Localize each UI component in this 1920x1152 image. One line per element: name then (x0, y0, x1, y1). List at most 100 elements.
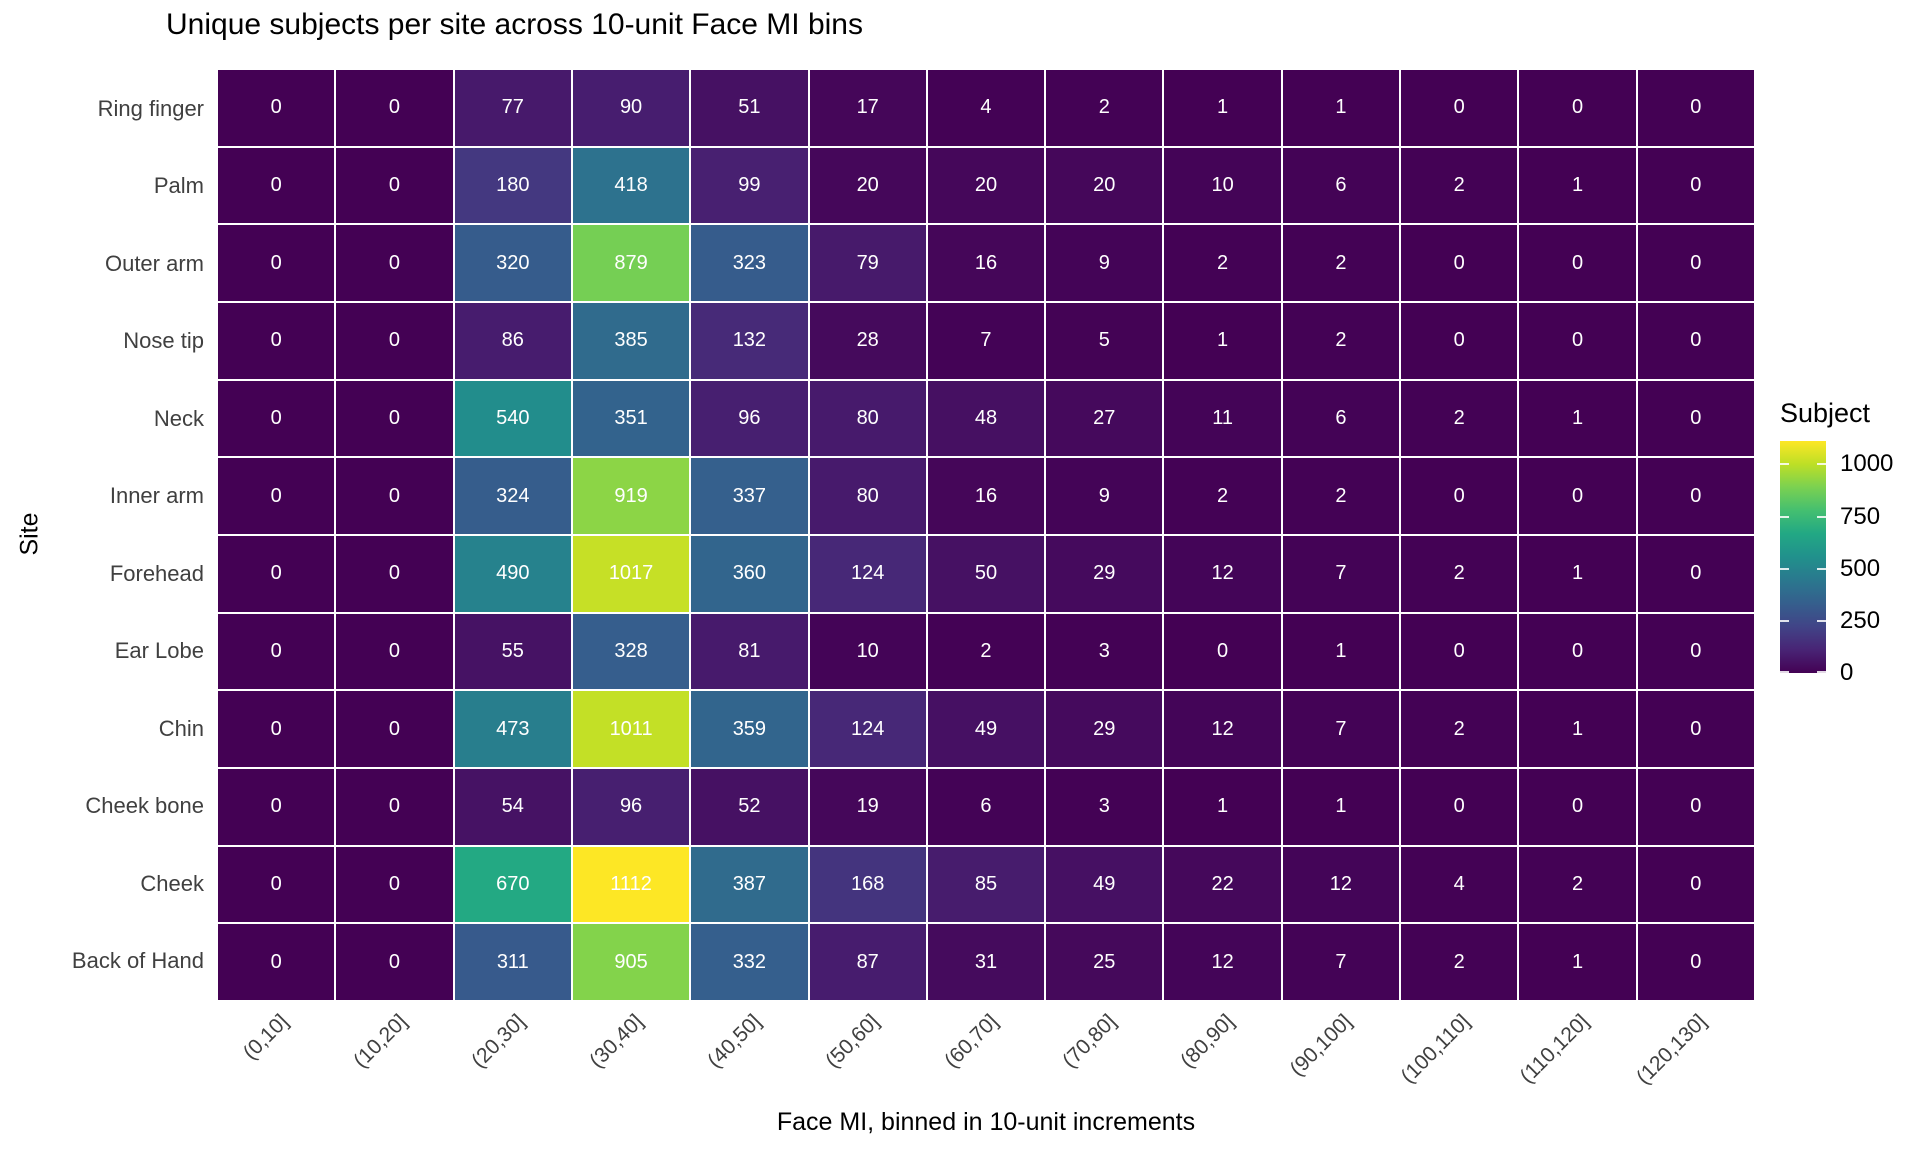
legend-tick (1780, 671, 1789, 673)
heatmap-cell: 124 (809, 535, 926, 612)
heatmap-cell: 28 (809, 302, 926, 379)
y-axis-label: Cheek (140, 870, 204, 896)
heatmap-cell: 385 (572, 302, 690, 379)
heatmap-cell: 0 (218, 380, 335, 457)
heatmap-cell: 54 (454, 768, 571, 845)
heatmap-cell: 0 (1401, 225, 1518, 301)
heatmap-cell: 0 (218, 302, 335, 379)
heatmap-cell: 320 (454, 225, 571, 301)
heatmap-cell: 0 (1401, 458, 1518, 534)
heatmap-cell: 0 (336, 924, 453, 1000)
heatmap-cell: 2 (927, 613, 1045, 690)
heatmap-cell: 1011 (572, 691, 690, 767)
heatmap-cell: 29 (1046, 535, 1163, 612)
heatmap-cell: 17 (809, 70, 926, 146)
heatmap-cell: 323 (691, 225, 808, 301)
heatmap-cell: 2 (1046, 70, 1163, 146)
heatmap-cell: 25 (1046, 924, 1163, 1000)
y-axis-label: Nose tip (123, 328, 204, 354)
heatmap-cell: 387 (691, 846, 808, 923)
heatmap-cell: 7 (1282, 535, 1400, 612)
heatmap-cell: 418 (572, 147, 690, 224)
heatmap-cell: 0 (336, 846, 453, 923)
heatmap-cell: 51 (691, 70, 808, 146)
heatmap-cell: 0 (1637, 70, 1754, 146)
heatmap-cell: 879 (572, 225, 690, 301)
heatmap-cell: 11 (1164, 380, 1281, 457)
heatmap-cell: 359 (691, 691, 808, 767)
heatmap-cell: 10 (1164, 147, 1281, 224)
heatmap-cell: 3 (1046, 613, 1163, 690)
heatmap-cell: 6 (927, 768, 1045, 845)
heatmap-cell: 81 (691, 613, 808, 690)
heatmap-cell: 6 (1282, 147, 1400, 224)
heatmap-cell: 332 (691, 924, 808, 1000)
legend-tick (1817, 463, 1826, 466)
heatmap-cell: 9 (1046, 458, 1163, 534)
heatmap-cell: 27 (1046, 380, 1163, 457)
heatmap-cell: 0 (336, 535, 453, 612)
heatmap-cell: 48 (927, 380, 1045, 457)
heatmap-cell: 2 (1282, 458, 1400, 534)
heatmap-cell: 1 (1519, 380, 1636, 457)
heatmap-cell: 0 (218, 535, 335, 612)
heatmap-cell: 0 (336, 380, 453, 457)
heatmap-cell: 20 (809, 147, 926, 224)
heatmap-cell: 670 (454, 846, 571, 923)
heatmap-cell: 0 (336, 225, 453, 301)
heatmap-cell: 16 (927, 225, 1045, 301)
heatmap-cell: 0 (1401, 302, 1518, 379)
heatmap-cell: 0 (218, 846, 335, 923)
heatmap-cell: 0 (1637, 768, 1754, 845)
heatmap-cell: 0 (336, 691, 453, 767)
legend: Subject 1000 750 500 250 0 (1780, 398, 1920, 686)
heatmap-cell: 0 (1637, 458, 1754, 534)
heatmap-cell: 20 (1046, 147, 1163, 224)
heatmap-cell: 3 (1046, 768, 1163, 845)
legend-tick-label: 0 (1840, 659, 1854, 686)
y-axis-label: Palm (153, 173, 204, 199)
heatmap-cell: 337 (691, 458, 808, 534)
heatmap-cell: 12 (1164, 924, 1281, 1000)
legend-colorbar (1780, 441, 1826, 673)
heatmap-cell: 0 (218, 225, 335, 301)
heatmap-cell: 1 (1519, 691, 1636, 767)
heatmap-cell: 168 (809, 846, 926, 923)
heatmap-cell: 0 (1519, 302, 1636, 379)
heatmap-cell: 12 (1164, 535, 1281, 612)
heatmap-cell: 0 (1519, 70, 1636, 146)
heatmap-cell: 2 (1401, 691, 1518, 767)
heatmap-cell: 96 (691, 380, 808, 457)
heatmap-cell: 180 (454, 147, 571, 224)
heatmap-cell: 2 (1164, 458, 1281, 534)
heatmap-cell: 0 (218, 691, 335, 767)
heatmap-cell: 49 (1046, 846, 1163, 923)
heatmap-cell: 86 (454, 302, 571, 379)
y-axis-label: Cheek bone (85, 793, 204, 819)
heatmap-cell: 1 (1519, 535, 1636, 612)
legend-tick (1817, 671, 1826, 673)
heatmap-cell: 0 (1401, 70, 1518, 146)
heatmap-cell: 0 (1519, 458, 1636, 534)
heatmap-cell: 49 (927, 691, 1045, 767)
heatmap-cell: 132 (691, 302, 808, 379)
legend-tick (1780, 619, 1789, 622)
heatmap-cell: 0 (1637, 613, 1754, 690)
y-axis-label: Outer arm (104, 250, 204, 276)
heatmap-cell: 1 (1519, 147, 1636, 224)
heatmap-cell: 22 (1164, 846, 1281, 923)
heatmap-cell: 7 (1282, 691, 1400, 767)
heatmap-cell: 360 (691, 535, 808, 612)
heatmap-cell: 1 (1164, 70, 1281, 146)
heatmap-cell: 0 (218, 70, 335, 146)
heatmap-cell: 90 (572, 70, 690, 146)
heatmap-cell: 0 (1637, 225, 1754, 301)
heatmap-cell: 0 (1637, 302, 1754, 379)
legend-tick (1780, 515, 1789, 518)
heatmap-cell: 1 (1282, 70, 1400, 146)
heatmap-cell: 5 (1046, 302, 1163, 379)
legend-tick-label: 250 (1840, 606, 1881, 634)
heatmap-cell: 7 (927, 302, 1045, 379)
heatmap-cell: 87 (809, 924, 926, 1000)
heatmap-cell: 0 (1164, 613, 1281, 690)
